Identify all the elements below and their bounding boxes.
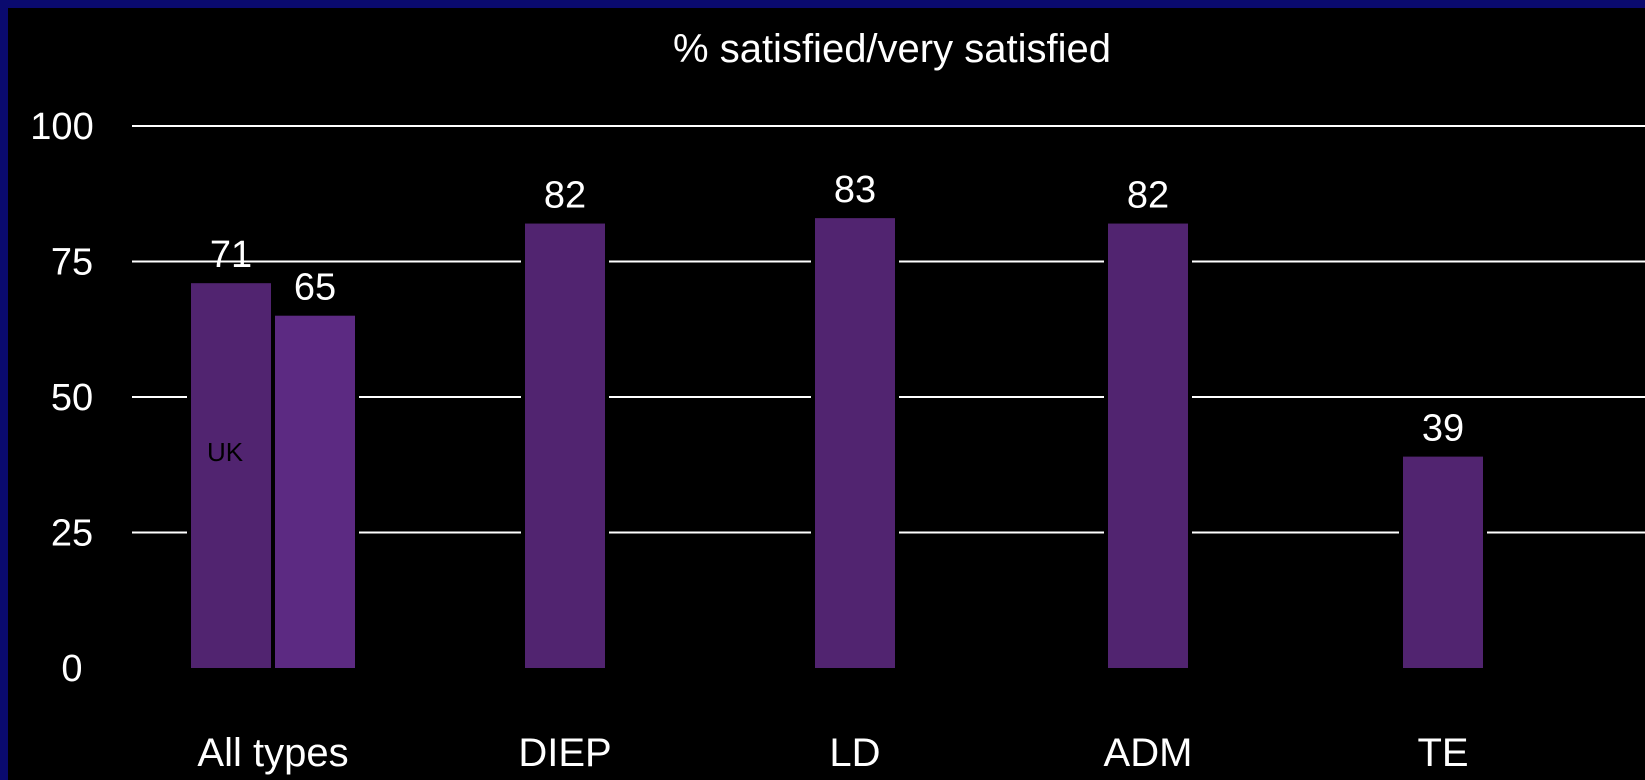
y-tick-label-0: 0 <box>61 648 82 690</box>
y-axis-ticks: 0 25 50 75 100 <box>30 106 93 690</box>
bar-value-label-1: 65 <box>294 267 336 309</box>
x-category-label-0: All types <box>197 731 348 775</box>
x-category-label-4: TE <box>1417 731 1468 775</box>
chart-frame: % satisfied/very satisfied 0 25 50 75 100 71… <box>8 8 1645 780</box>
bar-value-label-0: 71 <box>210 234 252 276</box>
bar-1 <box>275 315 355 668</box>
bar-value-label-4: 82 <box>1127 175 1169 217</box>
bar-4 <box>1108 223 1188 668</box>
bar-chart: % satisfied/very satisfied 0 25 50 75 100 71… <box>30 27 1645 775</box>
bar-value-label-5: 39 <box>1422 408 1464 450</box>
x-category-label-3: ADM <box>1104 731 1193 775</box>
y-tick-label-25: 25 <box>51 513 93 555</box>
bars: 71 UK 65 82 83 82 39 <box>187 169 1487 668</box>
y-tick-label-50: 50 <box>51 377 93 419</box>
bar-0 <box>191 283 271 668</box>
bar-5 <box>1403 456 1483 668</box>
bar-value-label-3: 83 <box>834 169 876 211</box>
y-tick-label-75: 75 <box>51 242 93 284</box>
bar-value-label-2: 82 <box>544 175 586 217</box>
bar-2 <box>525 223 605 668</box>
bar-inner-label-0: UK <box>207 437 244 467</box>
bar-3 <box>815 218 895 668</box>
chart-title: % satisfied/very satisfied <box>673 27 1111 71</box>
x-axis-labels: All types DIEP LD ADM TE <box>197 731 1468 775</box>
x-category-label-2: LD <box>829 731 880 775</box>
x-category-label-1: DIEP <box>518 731 611 775</box>
y-tick-label-100: 100 <box>30 106 93 148</box>
